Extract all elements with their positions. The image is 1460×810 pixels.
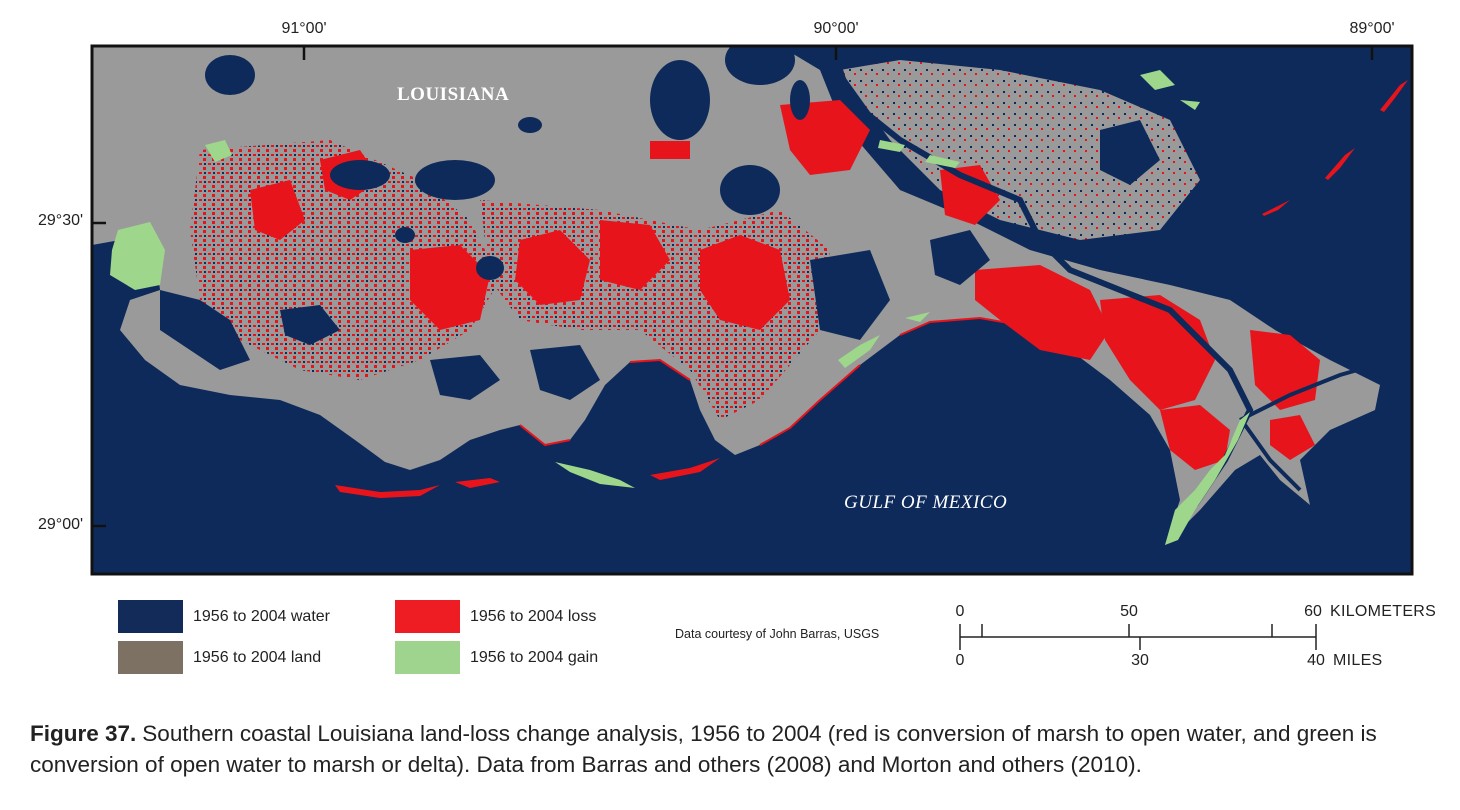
legend-label-gain: 1956 to 2004 gain <box>470 648 599 666</box>
scale-mi-0: 0 <box>955 652 965 669</box>
river-branch-east <box>1239 363 1376 422</box>
shoreline-loss-rim <box>519 316 1071 447</box>
data-credit: Data courtesy of John Barras, USGS <box>675 627 880 641</box>
legend-item-gain: 1956 to 2004 gain <box>395 641 598 674</box>
caption-text: Southern coastal Louisiana land-loss cha… <box>30 721 1377 777</box>
scale-mi-40: 40 <box>1307 652 1325 669</box>
longitude-label-91: 91°00' <box>281 20 327 37</box>
legend-item-land: 1956 to 2004 land <box>118 641 321 674</box>
barrier-islands <box>335 312 930 498</box>
latitude-label-29-00: 29°00' <box>38 516 84 533</box>
scale-km-50: 50 <box>1120 603 1138 620</box>
longitude-label-90: 90°00' <box>813 20 859 37</box>
gulf-label: GULF OF MEXICO <box>844 492 1008 513</box>
latitude-label-29-30: 29°30' <box>38 212 84 229</box>
legend-swatch-loss <box>395 600 460 633</box>
graticule-ticks <box>92 46 1374 528</box>
legend-label-loss: 1956 to 2004 loss <box>470 607 597 625</box>
scale-km-unit: KILOMETERS <box>1330 603 1437 620</box>
figure-caption: Figure 37. Southern coastal Louisiana lan… <box>30 718 1440 780</box>
longitude-label-89: 89°00' <box>1349 20 1395 37</box>
legend-label-land: 1956 to 2004 land <box>193 648 322 666</box>
legend-item-loss: 1956 to 2004 loss <box>395 600 596 633</box>
scale-km-60: 60 <box>1304 603 1322 620</box>
map-frame <box>90 44 1414 576</box>
legend-swatch-gain <box>395 641 460 674</box>
caption-figure-number: Figure 37. <box>30 721 137 746</box>
scale-mi-30: 30 <box>1131 652 1149 669</box>
scale-km-0: 0 <box>955 603 965 620</box>
inland-water-bodies <box>160 46 1160 400</box>
legend-swatch-water <box>118 600 183 633</box>
state-label: LOUISIANA <box>397 84 510 105</box>
legend-label-water: 1956 to 2004 water <box>193 607 330 625</box>
gain-areas <box>110 70 1250 545</box>
scale-bar <box>959 624 1317 650</box>
river-branch-south <box>1243 423 1302 492</box>
scale-mi-unit: MILES <box>1333 652 1383 669</box>
land-speckle-east <box>840 60 1200 240</box>
coastal-change-map <box>90 44 1414 576</box>
legend-swatch-land <box>118 641 183 674</box>
offshore-loss-slivers <box>1262 80 1408 216</box>
legend-item-water: 1956 to 2004 water <box>118 600 330 633</box>
